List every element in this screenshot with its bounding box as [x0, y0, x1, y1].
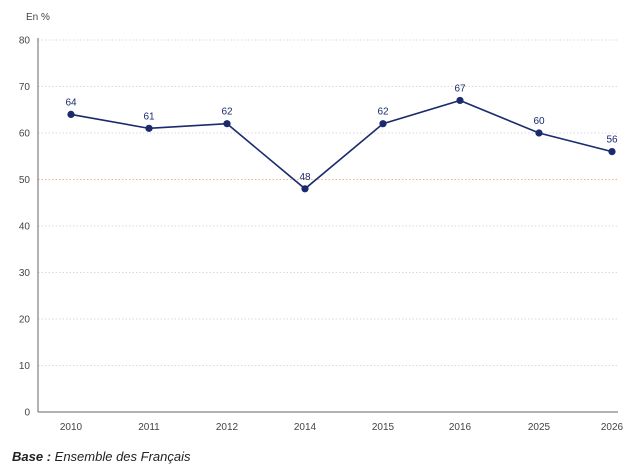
- data-points: [67, 96, 616, 193]
- x-tick-labels: 2010 2011 2012 2014 2015 2016 2025 2026: [60, 422, 624, 433]
- x-tick-label: 2016: [449, 422, 472, 433]
- y-tick-label: 50: [19, 175, 31, 186]
- y-tick-labels: 0 10 20 30 40 50 60 70 80: [19, 36, 31, 419]
- y-tick-label: 80: [19, 36, 31, 47]
- x-tick-label: 2010: [60, 422, 83, 433]
- data-point: [223, 120, 231, 128]
- data-label: 62: [377, 107, 389, 118]
- footnote-text: Ensemble des Français: [51, 449, 191, 464]
- data-point: [379, 120, 387, 128]
- y-tick-label: 30: [19, 268, 31, 279]
- data-label: 67: [454, 83, 466, 94]
- data-label: 60: [533, 116, 545, 127]
- x-tick-label: 2011: [138, 422, 160, 433]
- data-label: 61: [143, 111, 155, 122]
- footnote: Base : Ensemble des Français: [12, 449, 190, 464]
- x-tick-label: 2015: [372, 422, 395, 433]
- data-label: 64: [65, 97, 77, 108]
- x-tick-label: 2026: [601, 422, 624, 433]
- data-point: [145, 124, 153, 132]
- data-label: 62: [221, 107, 233, 118]
- series-line: [70, 99, 613, 190]
- y-tick-label: 10: [19, 361, 31, 372]
- grid-lines: [38, 39, 618, 366]
- data-point: [456, 96, 464, 105]
- y-tick-label: 70: [19, 82, 31, 93]
- x-tick-label: 2014: [294, 422, 317, 433]
- y-tick-label: 60: [19, 129, 31, 140]
- data-point: [301, 185, 309, 193]
- data-label: 48: [299, 172, 311, 183]
- data-point: [67, 110, 75, 118]
- data-labels: 64 61 62 48 62 67 60 56: [65, 83, 618, 182]
- data-point: [608, 148, 616, 156]
- x-tick-label: 2012: [216, 422, 239, 433]
- unit-label: En %: [26, 12, 50, 23]
- y-tick-label: 20: [19, 315, 31, 326]
- x-tick-label: 2025: [528, 422, 551, 433]
- data-label: 56: [606, 135, 618, 146]
- y-tick-label: 0: [24, 408, 30, 419]
- y-tick-label: 40: [19, 222, 31, 233]
- data-point: [535, 129, 543, 137]
- footnote-label: Base :: [12, 449, 52, 464]
